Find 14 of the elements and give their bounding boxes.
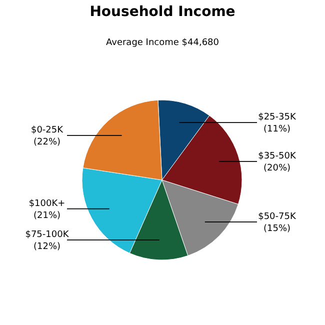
data-label: (15%) xyxy=(263,224,291,234)
chart-subtitle: Average Income $44,680 xyxy=(106,38,220,48)
slice-label: $0-25K xyxy=(30,125,64,136)
data-label: (21%) xyxy=(33,210,61,221)
data-label: (20%) xyxy=(263,163,291,174)
slice-label: $75-100K xyxy=(25,230,70,240)
data-label: (22%) xyxy=(33,137,61,148)
data-label: (11%) xyxy=(263,124,291,135)
data-label: (12%) xyxy=(33,242,61,252)
chart-title: Household Income xyxy=(90,4,236,20)
slice-label: $25-35K xyxy=(258,112,297,123)
slice-label: $100K+ xyxy=(28,198,66,209)
slice-label: $35-50K xyxy=(258,151,297,162)
slice-label: $50-75K xyxy=(258,212,297,222)
